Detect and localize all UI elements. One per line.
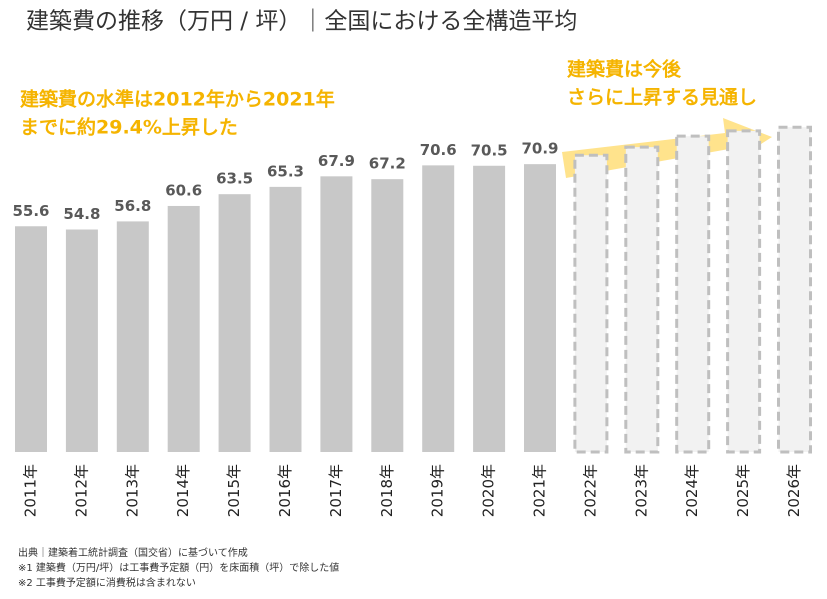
x-tick-label: 2013年 (123, 464, 141, 517)
bar (675, 134, 711, 454)
footnote: ※2 工事費予定額に消費税は含まれない (18, 576, 196, 589)
x-tick-label: 2018年 (378, 464, 396, 517)
data-label: 70.9 (521, 140, 558, 158)
data-label: 63.5 (216, 170, 253, 188)
x-tick-label: 2021年 (531, 464, 549, 517)
data-label: 67.9 (318, 152, 355, 170)
bar (269, 186, 302, 452)
data-label: 67.2 (369, 155, 406, 173)
bar (116, 221, 149, 452)
data-label: 56.8 (114, 197, 151, 215)
x-tick-label: 2025年 (734, 464, 752, 517)
x-tick-label: 2019年 (429, 464, 447, 517)
trend-arrow (562, 118, 772, 178)
footnote: 出典｜建築着工統計調査（国交省）に基づいて作成 (18, 546, 248, 559)
x-tick-label: 2017年 (327, 464, 345, 517)
x-tick-label: 2016年 (276, 464, 294, 517)
bar (473, 165, 506, 452)
data-label: 70.5 (471, 141, 508, 159)
data-label: 60.6 (165, 181, 202, 199)
bar (218, 194, 251, 452)
bar (15, 226, 47, 452)
bar (524, 164, 556, 452)
x-tick-label: 2014年 (174, 464, 192, 517)
bar (422, 165, 455, 452)
x-tick-label: 2024年 (683, 464, 701, 517)
annotation: さらに上昇する見通し (567, 87, 757, 109)
bar (65, 229, 98, 452)
bar (624, 145, 660, 454)
data-label: 55.6 (12, 202, 49, 220)
bar (320, 176, 353, 453)
data-label: 70.6 (420, 141, 457, 159)
bar (726, 129, 762, 454)
footnote: ※1 建築費（万円/坪）は工事費予定額（円）を床面積（坪）で除した値 (18, 561, 339, 574)
x-tick-label: 2015年 (225, 464, 243, 517)
x-tick-label: 2022年 (581, 464, 599, 517)
annotation: 建築費は今後 (567, 58, 682, 81)
chart-title: 建築費の推移（万円 / 坪）｜全国における全構造平均 (26, 9, 577, 35)
x-tick-label: 2020年 (480, 464, 498, 517)
bar (371, 179, 404, 452)
data-label: 54.8 (63, 205, 100, 223)
bar (167, 205, 200, 452)
x-tick-label: 2026年 (785, 464, 803, 517)
bar (777, 125, 812, 454)
annotation: までに約29.4%上昇した (20, 116, 238, 139)
x-tick-label: 2012年 (72, 464, 90, 517)
data-label: 65.3 (267, 162, 304, 180)
x-tick-label: 2011年 (22, 464, 40, 517)
bar (573, 153, 609, 454)
annotation: 建築費の水準は2012年から2021年 (20, 88, 335, 111)
x-tick-label: 2023年 (632, 464, 650, 517)
